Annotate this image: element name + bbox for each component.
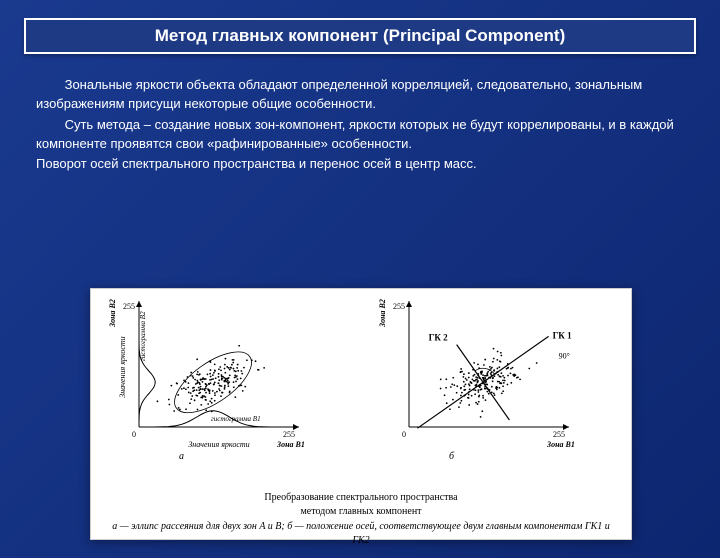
caption-line2: методом главных компонент <box>300 506 421 517</box>
caption-end: — положение осей, соответствующее двум г… <box>292 521 609 546</box>
svg-text:Зона В1: Зона В1 <box>276 440 305 449</box>
svg-text:255: 255 <box>393 302 405 311</box>
svg-text:Зона В2: Зона В2 <box>108 299 117 328</box>
svg-text:255: 255 <box>553 430 565 439</box>
paragraph-1: Зональные яркости объекта обладают опред… <box>36 76 684 114</box>
svg-text:0: 0 <box>132 430 136 439</box>
svg-text:ГК 1: ГК 1 <box>553 330 573 340</box>
svg-text:255: 255 <box>123 302 135 311</box>
paragraph-2: Суть метода – создание новых зон-компоне… <box>36 116 684 154</box>
slide-body: Зональные яркости объекта обладают опред… <box>36 76 684 174</box>
svg-text:Значения яркости: Значения яркости <box>188 440 249 449</box>
figure-svg: 0255255Зона В1Зона В2Значения яркостиЗна… <box>91 289 631 487</box>
svg-text:гистограмма В1: гистограмма В1 <box>211 415 261 423</box>
svg-text:255: 255 <box>283 430 295 439</box>
caption-line1: Преобразование спектрального пространств… <box>264 492 457 503</box>
caption-mid: — эллипс рассеяния для двух зон A и B; <box>117 521 287 532</box>
figure-panel: 0255255Зона В1Зона В2Значения яркостиЗна… <box>90 288 632 540</box>
figure-caption: Преобразование спектрального пространств… <box>91 491 631 547</box>
svg-text:0: 0 <box>402 430 406 439</box>
svg-text:90°: 90° <box>559 351 570 360</box>
svg-text:Зона В1: Зона В1 <box>546 440 575 449</box>
svg-text:Значения яркости: Значения яркости <box>118 336 127 397</box>
paragraph-3: Поворот осей спектрального пространства … <box>36 155 684 174</box>
svg-text:ГК 2: ГК 2 <box>429 333 449 343</box>
slide-title: Метод главных компонент (Principal Compo… <box>24 18 696 54</box>
svg-text:гистограмма В2: гистограмма В2 <box>139 311 147 361</box>
svg-text:б: б <box>449 451 455 462</box>
svg-text:а: а <box>179 451 184 462</box>
svg-text:Зона В2: Зона В2 <box>378 299 387 328</box>
